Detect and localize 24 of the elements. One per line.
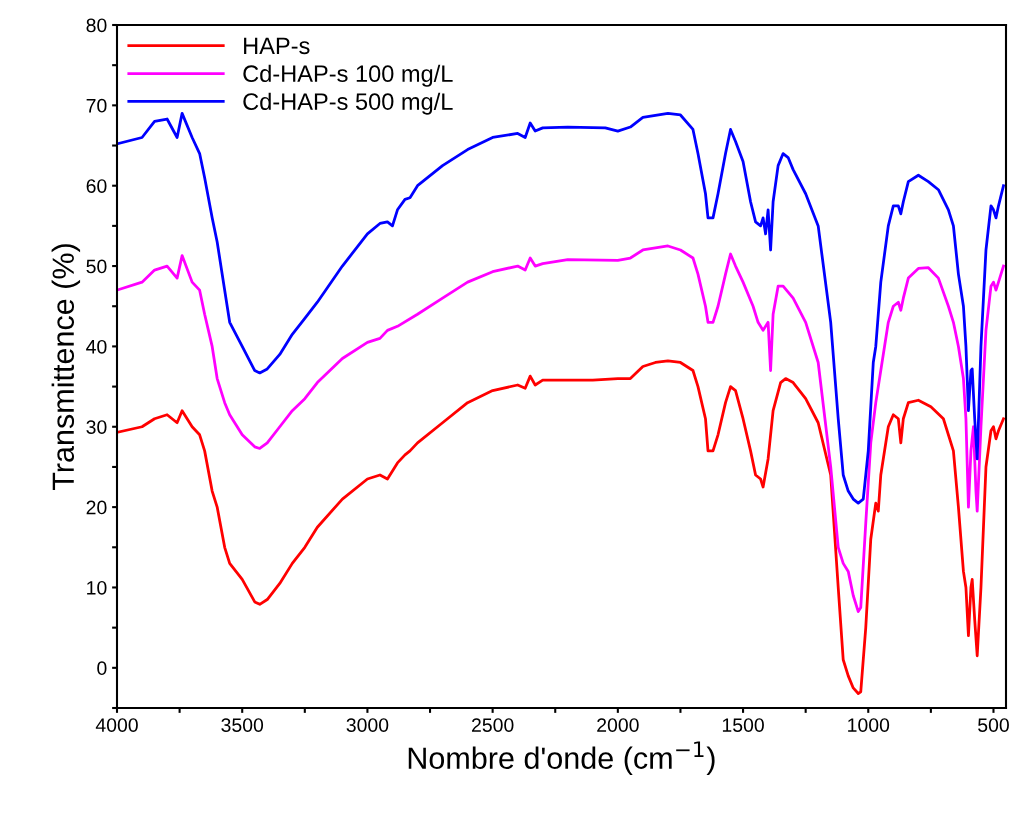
y-tick-label: 60 — [86, 179, 107, 193]
y-tick-label: 0 — [97, 661, 107, 676]
x-tick-label: 500 — [978, 718, 1009, 732]
y-tick-label: 20 — [86, 500, 107, 515]
legend-label: Cd-HAP-s 100 mg/L — [243, 64, 453, 87]
legend-label: Cd-HAP-s 500 mg/L — [243, 92, 453, 115]
y-tick-label: 40 — [86, 339, 107, 354]
x-tick-label: 2000 — [597, 718, 639, 732]
x-tick-label: 1500 — [722, 718, 764, 732]
y-tick-label: 70 — [86, 98, 107, 113]
y-tick-label: 30 — [86, 420, 107, 434]
x-tick-label: 3000 — [346, 718, 389, 732]
legend-label: HAP-s — [244, 37, 310, 55]
x-tick-label: 3500 — [221, 718, 264, 732]
x-tick-label: 4000 — [95, 718, 138, 732]
x-tick-label: 2500 — [471, 718, 514, 732]
line-series — [117, 359, 1005, 695]
line-series — [117, 244, 1005, 613]
y-tick-label: 50 — [86, 259, 107, 274]
y-axis-title: Transmittence (%) — [51, 244, 81, 491]
x-tick-label: 1000 — [848, 718, 890, 732]
y-tick-label: 10 — [87, 580, 107, 595]
x-axis-title: Nombre d'onde (cm$^{−1}$) — [408, 741, 715, 776]
y-tick-label: 80 — [86, 18, 107, 33]
